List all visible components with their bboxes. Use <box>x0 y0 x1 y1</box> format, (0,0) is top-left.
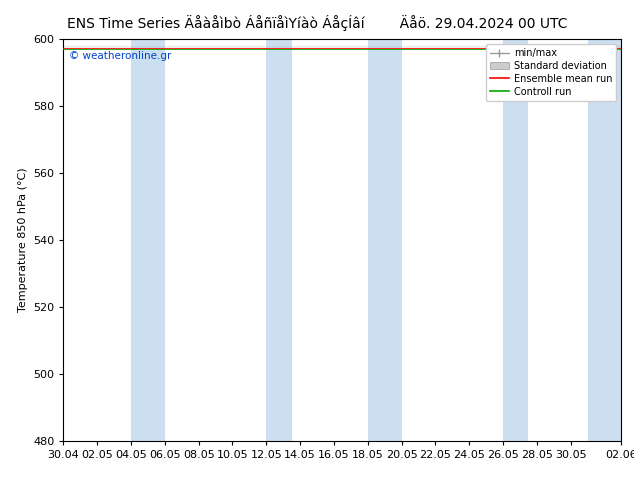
Text: © weatheronline.gr: © weatheronline.gr <box>69 51 171 61</box>
Y-axis label: Temperature 850 hPa (°C): Temperature 850 hPa (°C) <box>18 168 27 313</box>
Bar <box>503 39 528 441</box>
Bar <box>131 39 165 441</box>
Bar <box>588 39 621 441</box>
Bar <box>368 39 401 441</box>
Legend: min/max, Standard deviation, Ensemble mean run, Controll run: min/max, Standard deviation, Ensemble me… <box>486 44 616 100</box>
Text: ENS Time Series Äåàåìbò ÁåñïåìYíàò ÁåçÍâí        Äåö. 29.04.2024 00 UTC: ENS Time Series Äåàåìbò ÁåñïåìYíàò ÁåçÍâ… <box>67 15 567 31</box>
Bar <box>266 39 292 441</box>
